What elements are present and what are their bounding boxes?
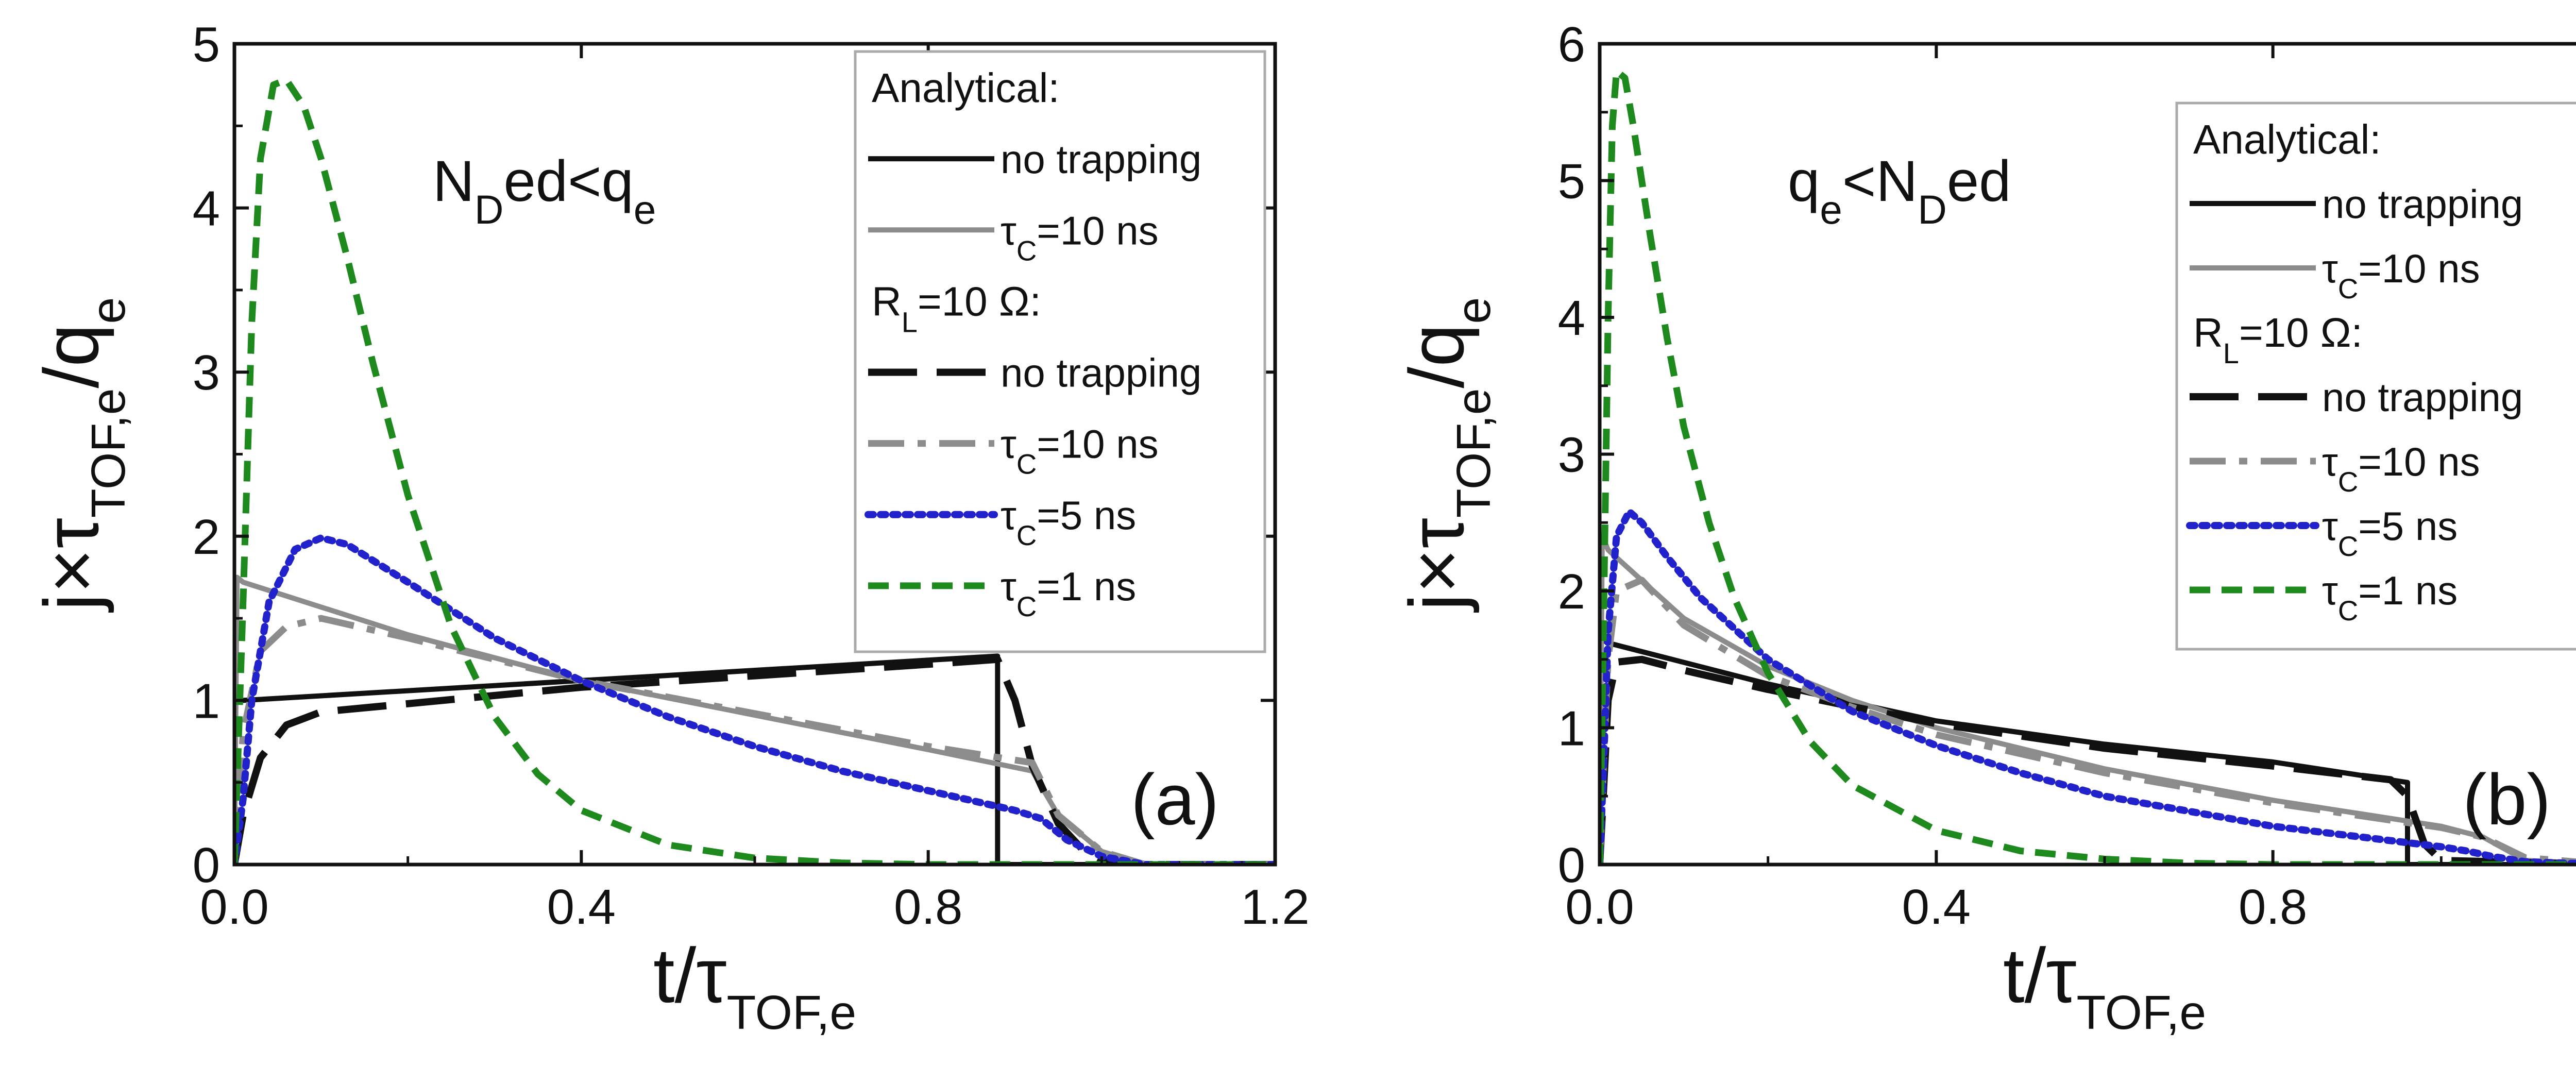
legend-entry-label: no trapping [1001,137,1201,182]
y-tick-label: 6 [1558,17,1585,72]
legend: Analytical: no trapping τC=10 ns RL=10 Ω: no… [2175,101,2576,651]
y-tick-label: 1 [1558,701,1585,756]
legend-entry-label: τC=10 ns [1001,208,1159,266]
legend-entry-label: no trapping [1001,350,1201,396]
y-tick-label: 0 [1558,838,1585,893]
y-tick-label: 3 [193,345,220,400]
x-tick-label: 1.2 [1241,879,1309,935]
series-line-5 [1600,67,2576,865]
panel-label: (b) [2463,759,2551,840]
y-tick-label: 4 [1558,291,1585,346]
legend-entry-label: τC=5 ns [1001,493,1136,551]
x-axis-label: t/τTOF,e [653,932,856,1039]
series-line-3 [234,615,1275,865]
panel-a: 0.0 0.4 0.8 1.2 0 1 2 3 4 5 t/τTOF,e j×τTOF,e/qe NDe… [28,17,1310,1039]
y-tick-label: 4 [193,181,220,236]
legend-group-header: RL=10 Ω: [872,278,1041,338]
y-tick-label: 2 [1558,564,1585,619]
legend-group-header: Analytical: [2193,116,2381,162]
series-line-2 [1600,655,2576,865]
legend-box [854,50,1266,653]
legend-group-header: Analytical: [872,65,1060,111]
legend-entry-label: no trapping [2322,375,2523,420]
x-axis-label: t/τTOF,e [2003,932,2206,1039]
y-tick-label: 1 [193,673,220,729]
legend-entry-label: no trapping [2322,181,2523,227]
series-line-1 [234,574,1275,865]
series-line-1 [1600,533,2576,865]
series-line-2 [234,655,1275,865]
series-line-0 [1600,636,2576,865]
legend-entry-label: τC=10 ns [1001,421,1159,480]
legend: Analytical: no trapping τC=10 ns RL=10 Ω: no… [854,50,1266,653]
x-tick-label: 0.4 [547,879,616,935]
legend-group-header: RL=10 Ω: [2193,310,2363,369]
legend-entry-label: τC=1 ns [1001,564,1136,622]
series-group [234,76,1275,865]
panel-b: 0.0 0.4 0.8 1.2 0 1 2 3 4 5 6 t/τTOF,e j×τTOF,e/qe qe… [1393,17,2576,1039]
series-line-4 [234,534,1275,865]
legend-entry-label: τC=10 ns [2322,439,2480,498]
legend-entry-label: τC=1 ns [2322,568,2458,627]
legend-entry-label: τC=10 ns [2322,246,2480,304]
x-tick-label: 0.8 [894,879,962,935]
y-tick-label: 2 [193,510,220,565]
x-tick-label: 0.8 [2239,879,2307,935]
condition-annotation: NDed<qe [433,149,656,232]
x-tick-label: 1.2 [2575,879,2576,935]
x-tick-label: 0.0 [200,879,268,935]
y-tick-label: 5 [1558,154,1585,209]
y-axis-label: j×τTOF,e/qe [1393,297,1500,613]
y-tick-label: 0 [193,838,220,893]
x-tick-label: 0.0 [1565,879,1634,935]
x-tick-label: 0.4 [1902,879,1971,935]
legend-box [2175,101,2576,651]
y-tick-label: 3 [1558,428,1585,483]
panel-label: (a) [1131,759,1219,840]
series-line-0 [234,653,1275,865]
condition-annotation: qe<NDed [1788,149,2011,232]
series-line-4 [1600,508,2576,865]
legend-entry-label: τC=5 ns [2322,503,2458,562]
y-tick-label: 5 [193,17,220,72]
series-line-5 [234,76,1275,865]
y-axis-label: j×τTOF,e/qe [28,297,135,613]
series-group [1600,67,2576,865]
